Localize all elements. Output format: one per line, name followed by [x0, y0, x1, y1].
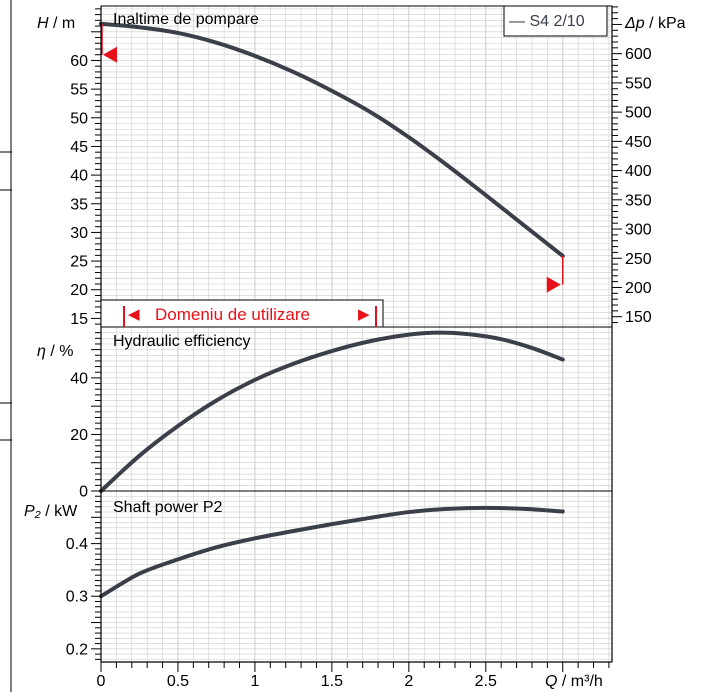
head-axis-title: H / m: [37, 15, 75, 32]
power-axis-unit: / kW: [41, 503, 78, 520]
pressure-axis-title: Δp / kPa: [624, 15, 686, 32]
flow-tick-label: 2.5: [475, 673, 497, 690]
head-tick-label: 45: [70, 139, 88, 156]
head-tick-label: 30: [70, 225, 88, 242]
head-axis-unit: / m: [49, 15, 76, 32]
chart-ticks: [91, 6, 622, 672]
head-curve: [99, 21, 565, 258]
flow-axis-title: Q / m³/h: [545, 673, 603, 690]
power-tick-label: 0.3: [66, 589, 88, 606]
flow-tick-label: 0.5: [167, 673, 189, 690]
pressure-tick-label: 300: [625, 222, 652, 239]
pressure-tick-label: 350: [625, 192, 652, 209]
efficiency-tick-label: 20: [70, 427, 88, 444]
flow-axis-symbol: Q: [545, 673, 557, 690]
pressure-tick-label: 400: [625, 163, 652, 180]
pressure-tick-label: 200: [625, 280, 652, 297]
pressure-tick-label: 500: [625, 105, 652, 122]
flow-tick-label: 1: [250, 673, 259, 690]
pressure-tick-label: 150: [625, 309, 652, 326]
chart-labels: 1520253035404550556015020025030035040045…: [66, 46, 652, 690]
head-tick-label: 50: [70, 110, 88, 127]
power-tick-label: 0.2: [66, 641, 88, 658]
pressure-tick-label: 600: [625, 46, 652, 63]
flow-tick-label: 1.5: [321, 673, 343, 690]
operating-range-right-arrow: ▶: [358, 306, 370, 323]
head-tick-label: 35: [70, 196, 88, 213]
efficiency-curve: [99, 330, 565, 493]
legend-box: [503, 5, 608, 37]
power-tick-label: 0.4: [66, 536, 88, 553]
head-tick-label: 15: [70, 311, 88, 328]
power-axis-symbol: P₂: [24, 503, 41, 520]
head-start-marker-arrow: [103, 46, 117, 63]
operating-range-left-arrow: ◀: [128, 306, 140, 323]
pressure-tick-label: 250: [625, 251, 652, 268]
pressure-tick-label: 450: [625, 134, 652, 151]
head-tick-label: 25: [70, 254, 88, 271]
efficiency-axis-symbol: η: [37, 343, 46, 360]
efficiency-tick-label: 40: [70, 370, 88, 387]
chart-curves: [99, 21, 565, 599]
pressure-axis-symbol: Δp: [624, 15, 645, 32]
power-axis-title: P₂ / kW: [24, 503, 78, 520]
power-panel-title: Shaft power P2: [113, 499, 223, 516]
efficiency-axis-unit: / %: [46, 343, 74, 360]
pressure-axis-unit: / kPa: [645, 15, 686, 32]
flow-tick-label: 2: [404, 673, 413, 690]
efficiency-axis-title: η / %: [37, 343, 73, 360]
efficiency-tick-label: 0: [79, 484, 88, 501]
power-curve: [99, 505, 565, 599]
pressure-tick-label: 550: [625, 75, 652, 92]
operating-range-box: [100, 299, 384, 328]
head-tick-label: 55: [70, 82, 88, 99]
head-axis-symbol: H: [37, 15, 49, 32]
efficiency-panel-title: Hydraulic efficiency: [113, 333, 251, 350]
legend-label: — S4 2/10: [509, 13, 585, 30]
head-end-marker-arrow: [546, 276, 561, 293]
flow-tick-label: 0: [97, 673, 106, 690]
flow-axis-unit: / m³/h: [557, 673, 602, 690]
chart-grid: [101, 6, 612, 662]
head-tick-label: 20: [70, 282, 88, 299]
head-panel-title: Inaltime de pompare: [113, 11, 259, 28]
operating-range-label: Domeniu de utilizare: [155, 305, 310, 324]
head-tick-label: 40: [70, 168, 88, 185]
head-tick-label: 60: [70, 53, 88, 70]
